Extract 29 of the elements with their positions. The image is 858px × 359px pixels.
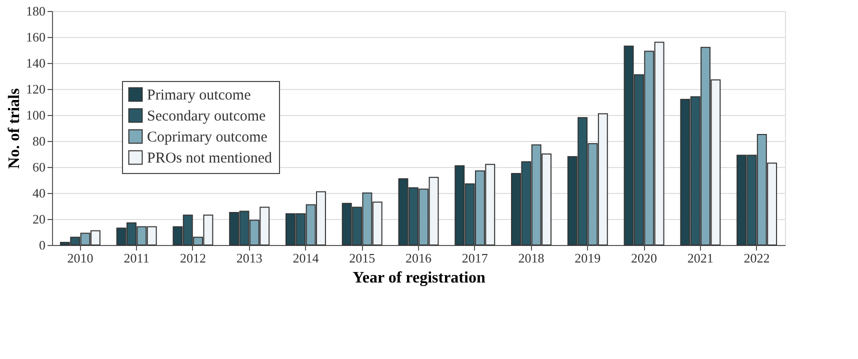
x-tick-label: 2022	[744, 250, 770, 266]
x-tick-label: 2012	[180, 250, 206, 266]
legend-label: Primary outcome	[147, 88, 252, 104]
y-tick-label: 140	[26, 56, 46, 70]
y-axis-title: No. of trials	[6, 88, 23, 169]
y-tick-label: 180	[26, 4, 46, 18]
y-tick-label: 0	[39, 238, 46, 252]
x-tick-label: 2019	[574, 250, 601, 266]
x-axis-title: Year of registration	[352, 270, 486, 286]
legend-label: PROs not mentioned	[147, 150, 272, 166]
legend-label: Secondary outcome	[147, 108, 266, 124]
y-tick-label: 80	[32, 134, 46, 148]
x-tick-label: 2018	[518, 250, 544, 266]
x-tick-label: 2020	[631, 250, 658, 266]
y-tick-label: 20	[32, 212, 46, 226]
x-tick-label: 2011	[124, 250, 150, 266]
x-tick-label: 2014	[292, 250, 320, 266]
x-tick-label: 2017	[462, 250, 488, 266]
x-tick-label: 2016	[406, 250, 432, 266]
x-tick-label: 2010	[67, 250, 94, 266]
legend-label: Coprimary outcome	[147, 130, 268, 146]
y-tick-label: 40	[32, 186, 46, 200]
y-tick-label: 100	[26, 108, 46, 122]
y-tick-label: 60	[32, 160, 46, 174]
y-tick-label: 120	[26, 82, 46, 96]
x-tick-label: 2013	[236, 250, 262, 266]
y-tick-label: 160	[26, 30, 46, 44]
x-tick-label: 2015	[349, 250, 376, 266]
x-tick-label: 2021	[687, 250, 714, 266]
